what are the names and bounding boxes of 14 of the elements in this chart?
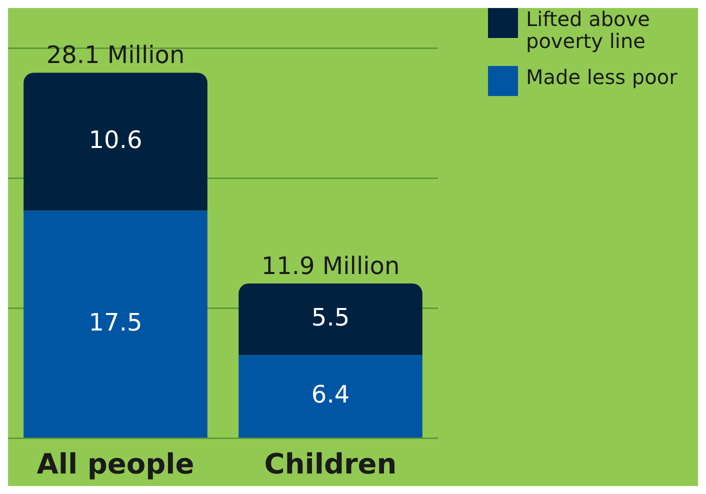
data-label: 6.4	[311, 380, 350, 409]
bar	[238, 355, 422, 438]
total-label: 28.1 Million	[46, 40, 185, 69]
x-tick-label: Children	[264, 447, 397, 480]
total-label: 11.9 Million	[261, 252, 400, 280]
legend-label: Made less poor	[526, 65, 678, 89]
bar	[24, 72, 208, 211]
x-tick-label: All people	[36, 447, 194, 480]
bar	[24, 210, 208, 438]
data-label: 17.5	[88, 308, 142, 336]
legend-label: Lifted above poverty line	[526, 7, 651, 53]
data-label: 10.6	[88, 126, 142, 154]
data-label: 5.5	[311, 304, 350, 332]
bar	[238, 284, 422, 356]
